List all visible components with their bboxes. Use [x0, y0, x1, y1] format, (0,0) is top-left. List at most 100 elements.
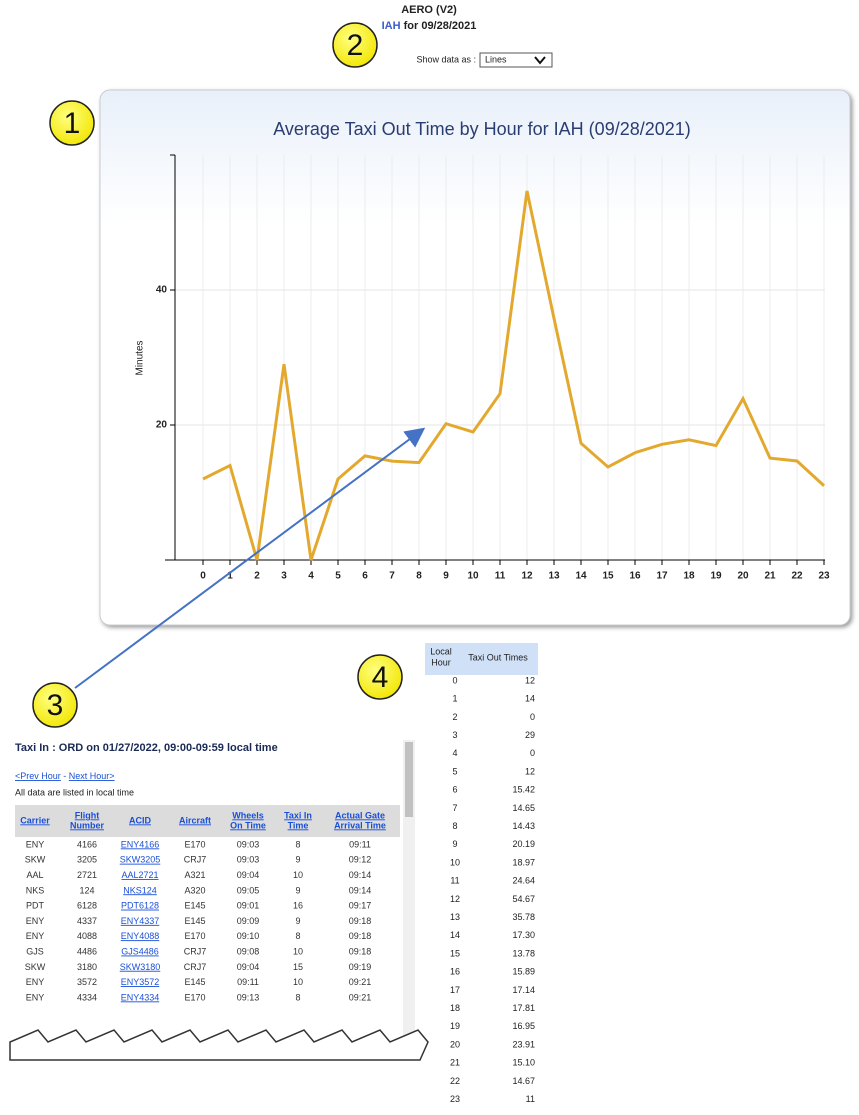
inset-header[interactable]: Arrival Time: [334, 820, 386, 830]
inset-cell: GJS: [26, 946, 44, 956]
table-cell: 54.67: [512, 894, 535, 904]
select-arrow: [534, 56, 546, 65]
inset-cell: 4337: [77, 916, 97, 926]
inset-cell: 9: [295, 855, 300, 865]
inset-cell: E145: [184, 977, 205, 987]
scrollbar-thumb[interactable]: [405, 742, 413, 817]
inset-cell: CRJ7: [184, 962, 207, 972]
table-cell: 15.10: [512, 1058, 535, 1068]
table-cell: 2: [452, 712, 457, 722]
table-cell: 17: [450, 985, 460, 995]
table-cell: 12: [525, 766, 535, 776]
inset-cell: 4334: [77, 992, 97, 1002]
prev-link[interactable]: <Prev Hour: [15, 771, 61, 781]
y-axis-label: Minutes: [135, 340, 146, 375]
x-tick-label: 0: [200, 571, 206, 582]
acid-link[interactable]: ENY4166: [121, 839, 160, 849]
acid-link[interactable]: SKW3205: [120, 855, 161, 865]
inset-cell: ENY: [26, 916, 45, 926]
inset-cell: 8: [295, 839, 300, 849]
table-cell: 12: [525, 675, 535, 685]
x-tick-label: 20: [737, 571, 749, 582]
inset-cell: 4088: [77, 931, 97, 941]
table-cell: 23: [450, 1094, 460, 1104]
table-cell: 19: [450, 1021, 460, 1031]
table-cell: 0: [530, 712, 535, 722]
x-tick-label: 22: [791, 571, 803, 582]
inset-cell: E170: [184, 839, 205, 849]
table-header: Local: [430, 646, 452, 656]
inset-cell: 09:11: [349, 839, 371, 849]
callout-number: 4: [372, 661, 389, 694]
inset-cell: 09:19: [349, 962, 372, 972]
inset-cell: 09:09: [237, 916, 260, 926]
inset-cell: 4166: [77, 839, 97, 849]
acid-link[interactable]: PDT6128: [121, 901, 159, 911]
acid-link[interactable]: GJS4486: [121, 946, 159, 956]
inset-cell: 15: [293, 962, 303, 972]
inset-header[interactable]: On Time: [230, 820, 266, 830]
inset-header[interactable]: ACID: [129, 815, 151, 825]
table-cell: 18: [450, 1003, 460, 1013]
inset-cell: 2721: [77, 870, 97, 880]
inset-header[interactable]: Flight: [75, 810, 100, 820]
table-cell: 14.65: [512, 803, 535, 813]
x-tick-label: 2: [254, 571, 260, 582]
x-tick-label: 6: [362, 571, 368, 582]
table-cell: 14: [525, 694, 535, 704]
x-tick-label: 9: [443, 571, 449, 582]
inset-cell: 3572: [77, 977, 97, 987]
inset-header[interactable]: Time: [288, 820, 309, 830]
inset-cell: ENY: [26, 977, 45, 987]
inset-header[interactable]: Wheels: [232, 810, 264, 820]
inset-cell: 09:05: [237, 885, 260, 895]
inset-cell: 10: [293, 977, 303, 987]
select[interactable]: [479, 52, 553, 68]
inset-cell: 9: [295, 916, 300, 926]
inset-cell: 6128: [77, 901, 97, 911]
inset-cell: 09:04: [237, 962, 260, 972]
acid-link[interactable]: ENY4337: [121, 916, 160, 926]
note: All data are listed in local time: [15, 787, 134, 797]
table-cell: 24.64: [512, 876, 535, 886]
inset-cell: 09:21: [349, 977, 372, 987]
inset-header[interactable]: Actual Gate: [335, 810, 385, 820]
x-tick-label: 12: [521, 571, 533, 582]
inset-cell: 09:18: [349, 931, 372, 941]
inset-cell: E170: [184, 931, 205, 941]
inset-cell: E170: [184, 992, 205, 1002]
table-cell: 11: [526, 1094, 535, 1104]
next-link[interactable]: Next Hour>: [69, 771, 115, 781]
acid-link[interactable]: AAL2721: [121, 870, 158, 880]
acid-link[interactable]: ENY4334: [121, 992, 160, 1002]
acid-link[interactable]: ENY4088: [121, 931, 160, 941]
y-tick-label: 20: [156, 420, 168, 431]
inset-header[interactable]: Aircraft: [179, 815, 211, 825]
table-cell: 3: [452, 730, 457, 740]
table-cell: 35.78: [512, 912, 535, 922]
table-cell: 8: [452, 821, 457, 831]
acid-link[interactable]: SKW3180: [120, 962, 161, 972]
acid-link[interactable]: NKS124: [123, 885, 157, 895]
table-cell: 17.14: [512, 985, 535, 995]
inset-cell: 09:21: [349, 992, 372, 1002]
inset-cell: A321: [184, 870, 205, 880]
table-cell: 15: [450, 948, 460, 958]
acid-link[interactable]: ENY3572: [121, 977, 160, 987]
table-cell: 13: [450, 912, 460, 922]
inset-cell: 8: [295, 992, 300, 1002]
inset-cell: 09:11: [237, 977, 259, 987]
table-cell: 10: [450, 857, 460, 867]
inset-cell: 124: [79, 885, 94, 895]
table-cell: 13.78: [512, 948, 535, 958]
callout: 3: [32, 682, 78, 728]
inset-cell: 09:08: [237, 946, 260, 956]
table-cell: 18.97: [512, 857, 535, 867]
x-tick-label: 19: [710, 571, 722, 582]
callout-number: 3: [47, 689, 64, 722]
inset-header[interactable]: Taxi In: [284, 810, 312, 820]
inset-header[interactable]: Number: [70, 820, 105, 830]
inset-header[interactable]: Carrier: [20, 815, 50, 825]
inset-cell: PDT: [26, 901, 45, 911]
inset-cell: 09:03: [237, 839, 260, 849]
